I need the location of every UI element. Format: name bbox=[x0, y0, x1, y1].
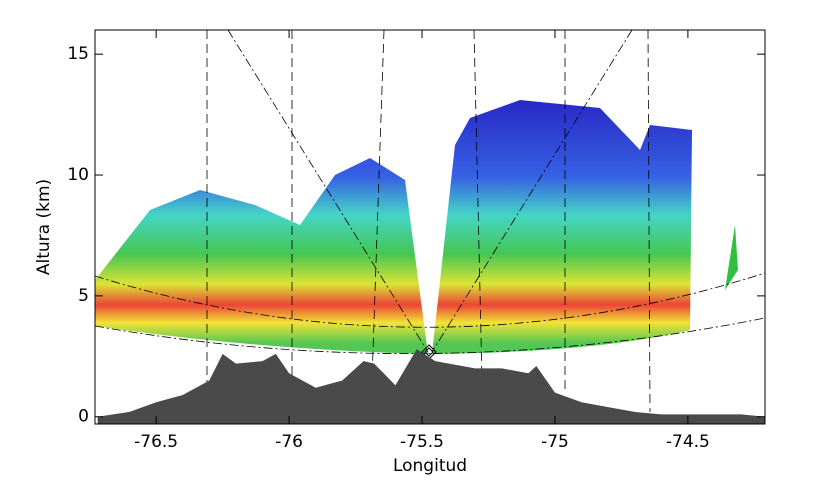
x-tick-label: -75 bbox=[541, 432, 569, 452]
range-lines bbox=[94, 29, 766, 413]
plot-frame bbox=[94, 29, 766, 425]
y-axis-label: Altura (km) bbox=[34, 179, 54, 275]
x-axis-label: Longitud bbox=[393, 456, 467, 476]
radar-echo bbox=[95, 100, 738, 354]
y-tick-label: 0 bbox=[78, 407, 89, 427]
terrain-area bbox=[97, 349, 765, 424]
y-tick-label: 15 bbox=[67, 44, 89, 64]
x-tick-label: -76.5 bbox=[134, 432, 178, 452]
x-tick-label: -75.5 bbox=[400, 432, 444, 452]
y-tick-label: 10 bbox=[67, 165, 89, 185]
y-tick-label: 5 bbox=[78, 286, 89, 306]
x-tick-label: -74.5 bbox=[666, 432, 710, 452]
x-tick-label: -76 bbox=[275, 432, 303, 452]
